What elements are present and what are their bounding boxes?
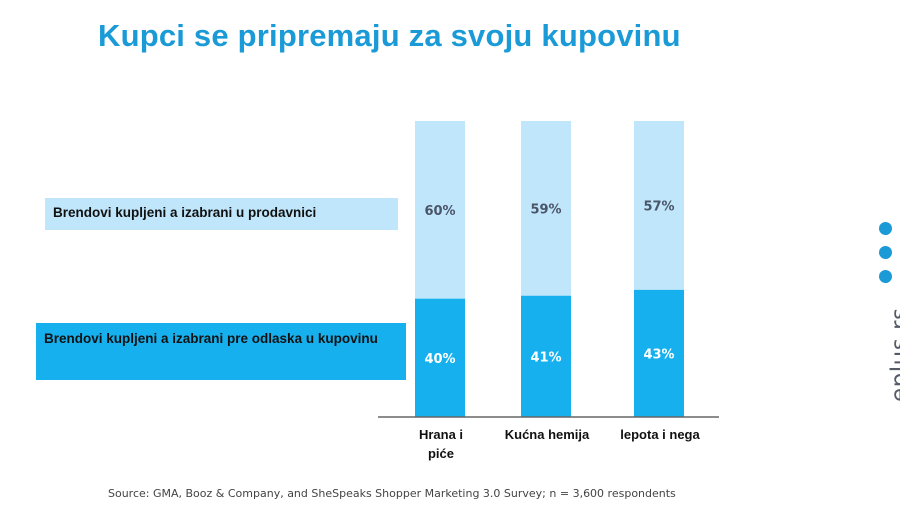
category-label: Hrana i piće [419,427,463,461]
brand-text: eplus.rs [887,307,900,402]
data-label: 41% [530,350,561,365]
data-label: 60% [424,204,455,219]
brand-dot-icon [879,246,892,259]
data-label: 57% [643,199,674,214]
brand-dot-icon [879,270,892,283]
chart-title: Kupci se pripremaju za svoju kupovinu [98,18,681,53]
brand-dot-icon [879,222,892,235]
bar-segment-in-store [634,121,684,290]
bar-segment-pre-shopping [415,298,465,417]
data-label: 40% [424,352,455,367]
bar-segment-in-store [415,121,465,299]
data-label: 43% [643,347,674,362]
bar-segment-pre-shopping [634,289,684,417]
legend-in-store: Brendovi kupljeni a izabrani u prodavnic… [45,198,398,230]
data-label: 59% [530,202,561,217]
legend-pre-shopping: Brendovi kupljeni a izabrani pre odlaska… [36,323,406,380]
brand-logo [860,216,900,416]
category-label: Kućna hemija [505,427,590,442]
bar-segment-pre-shopping [521,295,571,417]
bar-segment-in-store [521,121,571,296]
source-note: Source: GMA, Booz & Company, and SheSpea… [108,487,676,500]
category-label: lepota i nega [620,427,700,442]
